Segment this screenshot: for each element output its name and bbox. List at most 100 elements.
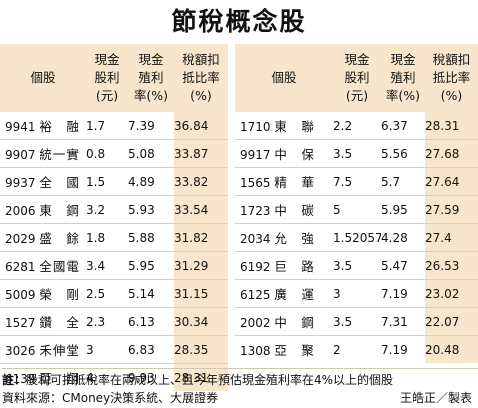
header-ratio: 稅額扣 抵比率 (%) <box>425 44 478 112</box>
stock-code: 1710 <box>240 120 271 134</box>
right-stock-table: 個股 現金 股利 (元) 現金 殖利 率(%) 稅額扣 抵比率 (%) 1710… <box>235 44 478 363</box>
ratio-cell: 31.29 <box>174 251 228 280</box>
header-yield: 現金 殖利 率(%) <box>128 44 174 112</box>
yield-cell: 6.37 <box>381 118 408 133</box>
stock-cell: 1723 中 碳 <box>235 196 333 224</box>
header-yield-line2: 殖利 <box>390 70 416 85</box>
stock-cell: 2006 東 鋼 <box>0 196 86 224</box>
author-credit: 王皓正／製表 <box>399 391 472 405</box>
dividend-cell: 3 <box>86 342 94 357</box>
header-yield-line3: 率(%) <box>385 88 421 103</box>
stock-name: 亞 聚 <box>274 343 315 358</box>
stock-cell: 2034 允 強 <box>235 224 333 252</box>
table-row: 2006 東 鋼 3.2 5.93 33.54 <box>0 195 228 224</box>
table-row: 1527 鑽 全 2.3 6.13 30.34 <box>0 307 228 336</box>
stock-name: 鑽 全 <box>39 315 80 330</box>
yield-cell: 7.39 <box>128 118 155 133</box>
ratio-cell: 26.53 <box>425 251 478 280</box>
stock-cell: 6281 全國電 <box>0 252 86 280</box>
dividend-cell: 4 <box>86 370 94 385</box>
yield-cell: 5.93 <box>128 202 155 217</box>
header-dividend-line1: 現金 <box>344 52 370 67</box>
dividend-cell: 2.2 <box>333 118 353 133</box>
dividend-cell: 3.5 <box>333 258 353 273</box>
stock-code: 9917 <box>240 148 271 162</box>
table-row: 1710 東 聯 2.2 6.37 28.31 <box>235 112 478 140</box>
footnote-label: 註： <box>2 373 27 387</box>
ratio-cell: 33.54 <box>174 195 228 224</box>
header-stock: 個股 <box>235 44 333 112</box>
yield-cell: 7.19 <box>381 342 408 357</box>
ratio-cell: 27.4 <box>425 223 478 252</box>
right-header-row: 個股 現金 股利 (元) 現金 殖利 率(%) 稅額扣 抵比率 (%) <box>235 44 478 112</box>
ratio-cell: 33.82 <box>174 167 228 196</box>
header-stock: 個股 <box>0 44 86 112</box>
stock-name: 中 碳 <box>274 203 315 218</box>
stock-name: 精 華 <box>274 175 315 190</box>
stock-name: 盛 餘 <box>39 231 80 246</box>
left-stock-table: 個股 現金 股利 (元) 現金 殖利 率(%) 稅額扣 抵比率 (%) 9941… <box>0 44 228 391</box>
stock-cell: 9941 裕 融 <box>0 112 86 140</box>
source-text: 資料來源：CMoney決策系統、大展證券 <box>2 391 219 405</box>
stock-cell: 6139 亞 翔 <box>0 364 86 392</box>
source-line: 資料來源：CMoney決策系統、大展證券 王皓正／製表 <box>2 389 476 406</box>
header-dividend: 現金 股利 (元) <box>333 44 381 112</box>
stock-code: 2006 <box>5 204 36 218</box>
stock-cell: 9907 統一實 <box>0 140 86 168</box>
yield-cell: 5.47 <box>381 258 408 273</box>
stock-name: 巨 路 <box>274 259 315 274</box>
yield-cell: 4.28 <box>381 230 408 245</box>
stock-name: 允 強 <box>274 231 315 246</box>
table-row: 6192 巨 路 3.5 5.47 26.53 <box>235 251 478 280</box>
stock-code: 2002 <box>240 316 271 330</box>
stock-cell: 5009 榮 剛 <box>0 280 86 308</box>
stock-code: 9937 <box>5 176 36 190</box>
yield-cell: 4.89 <box>128 174 155 189</box>
stock-name: 中 鋼 <box>274 315 315 330</box>
header-ratio-line1: 稅額扣 <box>432 52 471 67</box>
dividend-cell: 3 <box>333 286 341 301</box>
table-row: 9917 中 保 3.5 5.56 27.68 <box>235 139 478 168</box>
stock-name: 統一實 <box>39 147 80 162</box>
stock-name: 廣 運 <box>274 287 315 302</box>
stock-code: 3026 <box>5 344 36 358</box>
stock-cell: 6192 巨 路 <box>235 252 333 280</box>
table-row: 1723 中 碳 5 5.95 27.59 <box>235 195 478 224</box>
dividend-cell: 3.5 <box>333 146 353 161</box>
stock-code: 1527 <box>5 316 36 330</box>
header-yield-line1: 現金 <box>390 52 416 67</box>
header-ratio-line3: (%) <box>440 88 463 103</box>
table-row: 1308 亞 聚 2 7.19 20.48 <box>235 335 478 363</box>
right-table-body: 1710 東 聯 2.2 6.37 28.31 9917 中 保 3.5 5.56 27.68… <box>235 112 478 363</box>
left-header-row: 個股 現金 股利 (元) 現金 殖利 率(%) 稅額扣 抵比率 (%) <box>0 44 228 112</box>
stock-cell: 1710 東 聯 <box>235 112 333 140</box>
yield-cell: 5.88 <box>128 230 155 245</box>
ratio-cell: 28.35 <box>174 335 228 364</box>
stock-code: 9941 <box>5 120 36 134</box>
table-title: 節稅概念股 <box>171 7 307 36</box>
stock-code: 2029 <box>5 232 36 246</box>
ratio-cell: 27.59 <box>425 195 478 224</box>
header-ratio-line1: 稅額扣 <box>182 52 220 67</box>
stock-cell: 1527 鑽 全 <box>0 308 86 336</box>
dividend-cell: 5 <box>333 202 341 217</box>
footnote-text: 股利可扣抵稅率在兩成以上、且今年預估現金殖利率在4%以上的個股 <box>26 373 394 387</box>
stock-name: 亞 翔 <box>39 371 80 386</box>
ratio-cell: 22.07 <box>425 307 478 336</box>
table-row: 2002 中 鋼 3.5 7.31 22.07 <box>235 307 478 336</box>
stock-name: 東 聯 <box>274 119 315 134</box>
table-row: 5009 榮 剛 2.5 5.14 31.15 <box>0 279 228 308</box>
ratio-cell: 28.31 <box>425 112 478 140</box>
stock-name: 裕 融 <box>39 119 80 134</box>
dividend-cell: 3.5 <box>333 314 353 329</box>
dividend-cell: 3.2 <box>86 202 106 217</box>
header-yield: 現金 殖利 率(%) <box>381 44 425 112</box>
stock-cell: 6125 廣 運 <box>235 280 333 308</box>
header-dividend-line3: (元) <box>95 88 119 103</box>
stock-code: 6125 <box>240 288 271 302</box>
dividend-cell: 7.5 <box>333 174 353 189</box>
ratio-cell: 23.02 <box>425 279 478 308</box>
yield-cell: 5.56 <box>381 146 408 161</box>
ratio-cell: 31.15 <box>174 279 228 308</box>
stock-name: 全 國 <box>39 175 80 190</box>
